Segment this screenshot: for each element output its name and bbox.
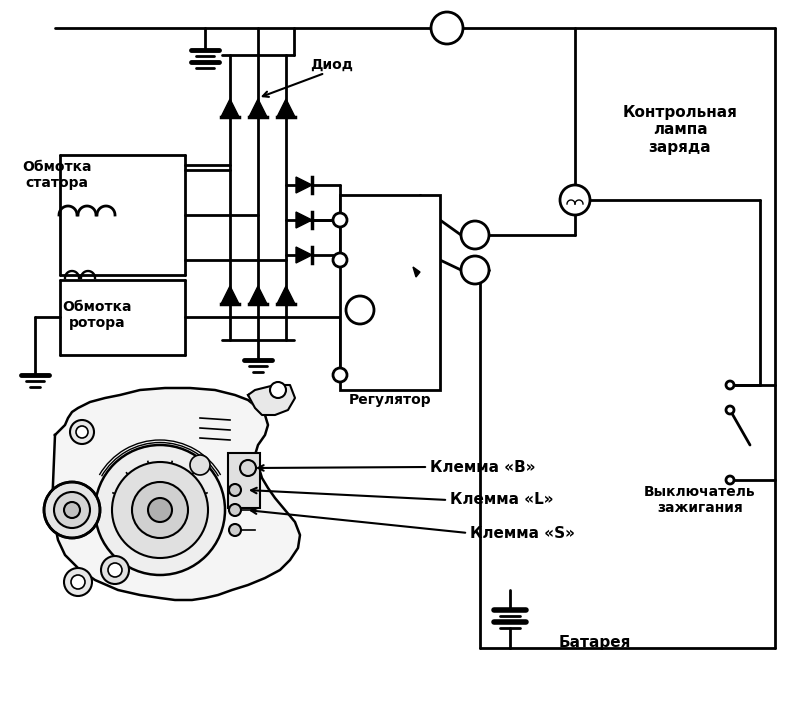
- Text: Клемма «S»: Клемма «S»: [470, 526, 575, 541]
- Circle shape: [101, 556, 129, 584]
- Polygon shape: [248, 385, 295, 415]
- Circle shape: [726, 476, 734, 484]
- Text: Батарея: Батарея: [559, 636, 631, 651]
- Polygon shape: [413, 267, 420, 277]
- Circle shape: [44, 482, 100, 538]
- Circle shape: [270, 382, 286, 398]
- Bar: [340, 195, 440, 390]
- Text: Контрольная
лампа
заряда: Контрольная лампа заряда: [622, 105, 738, 155]
- Circle shape: [333, 253, 347, 267]
- Text: E: E: [356, 303, 364, 316]
- Circle shape: [76, 426, 88, 438]
- Circle shape: [229, 504, 241, 516]
- Polygon shape: [296, 247, 312, 263]
- Text: S: S: [470, 263, 479, 277]
- Circle shape: [240, 460, 256, 476]
- Text: Обмотка
статора: Обмотка статора: [22, 160, 91, 190]
- Circle shape: [346, 296, 374, 324]
- Text: B: B: [442, 22, 452, 35]
- Circle shape: [132, 482, 188, 538]
- Polygon shape: [296, 177, 312, 193]
- Circle shape: [726, 406, 734, 414]
- Circle shape: [461, 256, 489, 284]
- Circle shape: [431, 12, 463, 44]
- Circle shape: [190, 455, 210, 475]
- Circle shape: [54, 492, 90, 528]
- Circle shape: [148, 498, 172, 522]
- Polygon shape: [249, 99, 267, 117]
- Circle shape: [108, 563, 122, 577]
- Circle shape: [726, 381, 734, 389]
- Polygon shape: [249, 286, 267, 304]
- Polygon shape: [296, 212, 312, 228]
- Circle shape: [112, 462, 208, 558]
- Polygon shape: [221, 99, 239, 117]
- Circle shape: [71, 575, 85, 589]
- Polygon shape: [277, 286, 295, 304]
- Circle shape: [64, 502, 80, 518]
- Polygon shape: [277, 99, 295, 117]
- Text: Диод: Диод: [310, 58, 353, 72]
- Circle shape: [70, 420, 94, 444]
- Bar: [228, 453, 260, 508]
- Text: Клемма «B»: Клемма «B»: [430, 459, 535, 475]
- Text: Обмотка
ротора: Обмотка ротора: [62, 300, 131, 330]
- Circle shape: [560, 185, 590, 215]
- Text: Регулятор: Регулятор: [349, 393, 431, 407]
- Circle shape: [333, 213, 347, 227]
- Text: Выключатель
зажигания: Выключатель зажигания: [644, 485, 756, 515]
- Circle shape: [229, 524, 241, 536]
- Circle shape: [461, 221, 489, 249]
- Circle shape: [64, 568, 92, 596]
- Circle shape: [95, 445, 225, 575]
- Polygon shape: [52, 388, 300, 600]
- Polygon shape: [221, 286, 239, 304]
- Circle shape: [333, 368, 347, 382]
- Circle shape: [229, 484, 241, 496]
- Text: L: L: [471, 229, 479, 242]
- Text: Клемма «L»: Клемма «L»: [450, 493, 554, 508]
